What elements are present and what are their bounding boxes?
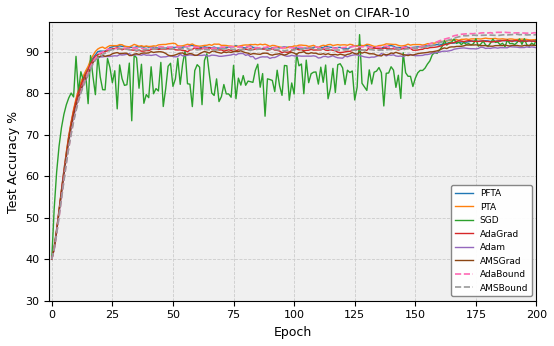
AMSGrad [225, 50, 232, 54]
AdaBound [533, 31, 540, 35]
SGD [494, 40, 501, 44]
AdaGrad [504, 38, 511, 43]
AMSGrad [252, 52, 259, 56]
AMSBound [48, 257, 55, 261]
AMSBound [310, 46, 317, 51]
AMSGrad [533, 43, 540, 47]
SGD [533, 37, 540, 41]
AMSBound [492, 33, 499, 37]
Line: AdaBound: AdaBound [52, 32, 536, 259]
PTA [48, 257, 55, 261]
AMSBound [225, 46, 232, 51]
SGD [356, 33, 363, 37]
AdaBound [492, 30, 499, 35]
AMSBound [511, 32, 518, 36]
Adam [51, 247, 58, 251]
PFTA [252, 45, 259, 49]
Adam [225, 53, 232, 57]
PFTA [51, 245, 58, 249]
PFTA [225, 45, 232, 49]
AMSGrad [92, 57, 99, 62]
PFTA [92, 53, 99, 57]
AdaGrad [252, 47, 259, 51]
AdaBound [252, 46, 259, 50]
SGD [225, 92, 232, 96]
AdaBound [51, 247, 58, 252]
Adam [506, 45, 513, 49]
Line: AMSGrad: AMSGrad [52, 45, 536, 259]
Line: PTA: PTA [52, 38, 536, 259]
Adam [533, 46, 540, 50]
AMSGrad [473, 43, 479, 47]
AdaBound [499, 30, 506, 34]
PTA [310, 43, 317, 47]
AMSBound [92, 58, 99, 62]
Y-axis label: Test Accuracy %: Test Accuracy % [7, 111, 20, 213]
Line: AMSBound: AMSBound [52, 34, 536, 259]
AdaBound [48, 257, 55, 261]
AdaBound [92, 56, 99, 60]
PTA [252, 42, 259, 46]
PFTA [310, 45, 317, 49]
AMSGrad [310, 51, 317, 55]
Legend: PFTA, PTA, SGD, AdaGrad, Adam, AMSGrad, AdaBound, AMSBound: PFTA, PTA, SGD, AdaGrad, Adam, AMSGrad, … [451, 185, 532, 296]
PFTA [533, 39, 540, 43]
AdaGrad [225, 48, 232, 52]
AdaGrad [492, 39, 499, 44]
SGD [51, 207, 58, 211]
AMSBound [252, 48, 259, 52]
PFTA [48, 257, 55, 261]
PTA [92, 49, 99, 54]
Adam [492, 46, 499, 50]
AdaGrad [533, 40, 540, 44]
Adam [310, 54, 317, 58]
PTA [51, 245, 58, 249]
Line: AdaGrad: AdaGrad [52, 40, 536, 259]
AMSGrad [48, 257, 55, 261]
PTA [533, 37, 540, 42]
PTA [494, 37, 501, 41]
Line: Adam: Adam [52, 47, 536, 259]
X-axis label: Epoch: Epoch [274, 326, 312, 339]
AMSGrad [494, 44, 501, 48]
Line: SGD: SGD [52, 35, 536, 259]
Line: PFTA: PFTA [52, 40, 536, 259]
AMSGrad [51, 247, 58, 251]
AMSBound [51, 247, 58, 251]
Adam [252, 57, 259, 61]
Adam [92, 57, 99, 62]
PFTA [492, 39, 499, 43]
AdaGrad [92, 54, 99, 58]
AdaGrad [310, 48, 317, 52]
AdaBound [310, 46, 317, 50]
AdaGrad [48, 257, 55, 261]
SGD [48, 257, 55, 261]
AdaGrad [51, 246, 58, 251]
SGD [252, 68, 259, 72]
Title: Test Accuracy for ResNet on CIFAR-10: Test Accuracy for ResNet on CIFAR-10 [176, 7, 411, 20]
PTA [483, 36, 489, 40]
SGD [92, 93, 99, 97]
PTA [225, 44, 232, 48]
AMSBound [533, 33, 540, 37]
AdaBound [225, 45, 232, 49]
Adam [48, 257, 55, 261]
SGD [310, 70, 317, 74]
PFTA [497, 38, 504, 43]
